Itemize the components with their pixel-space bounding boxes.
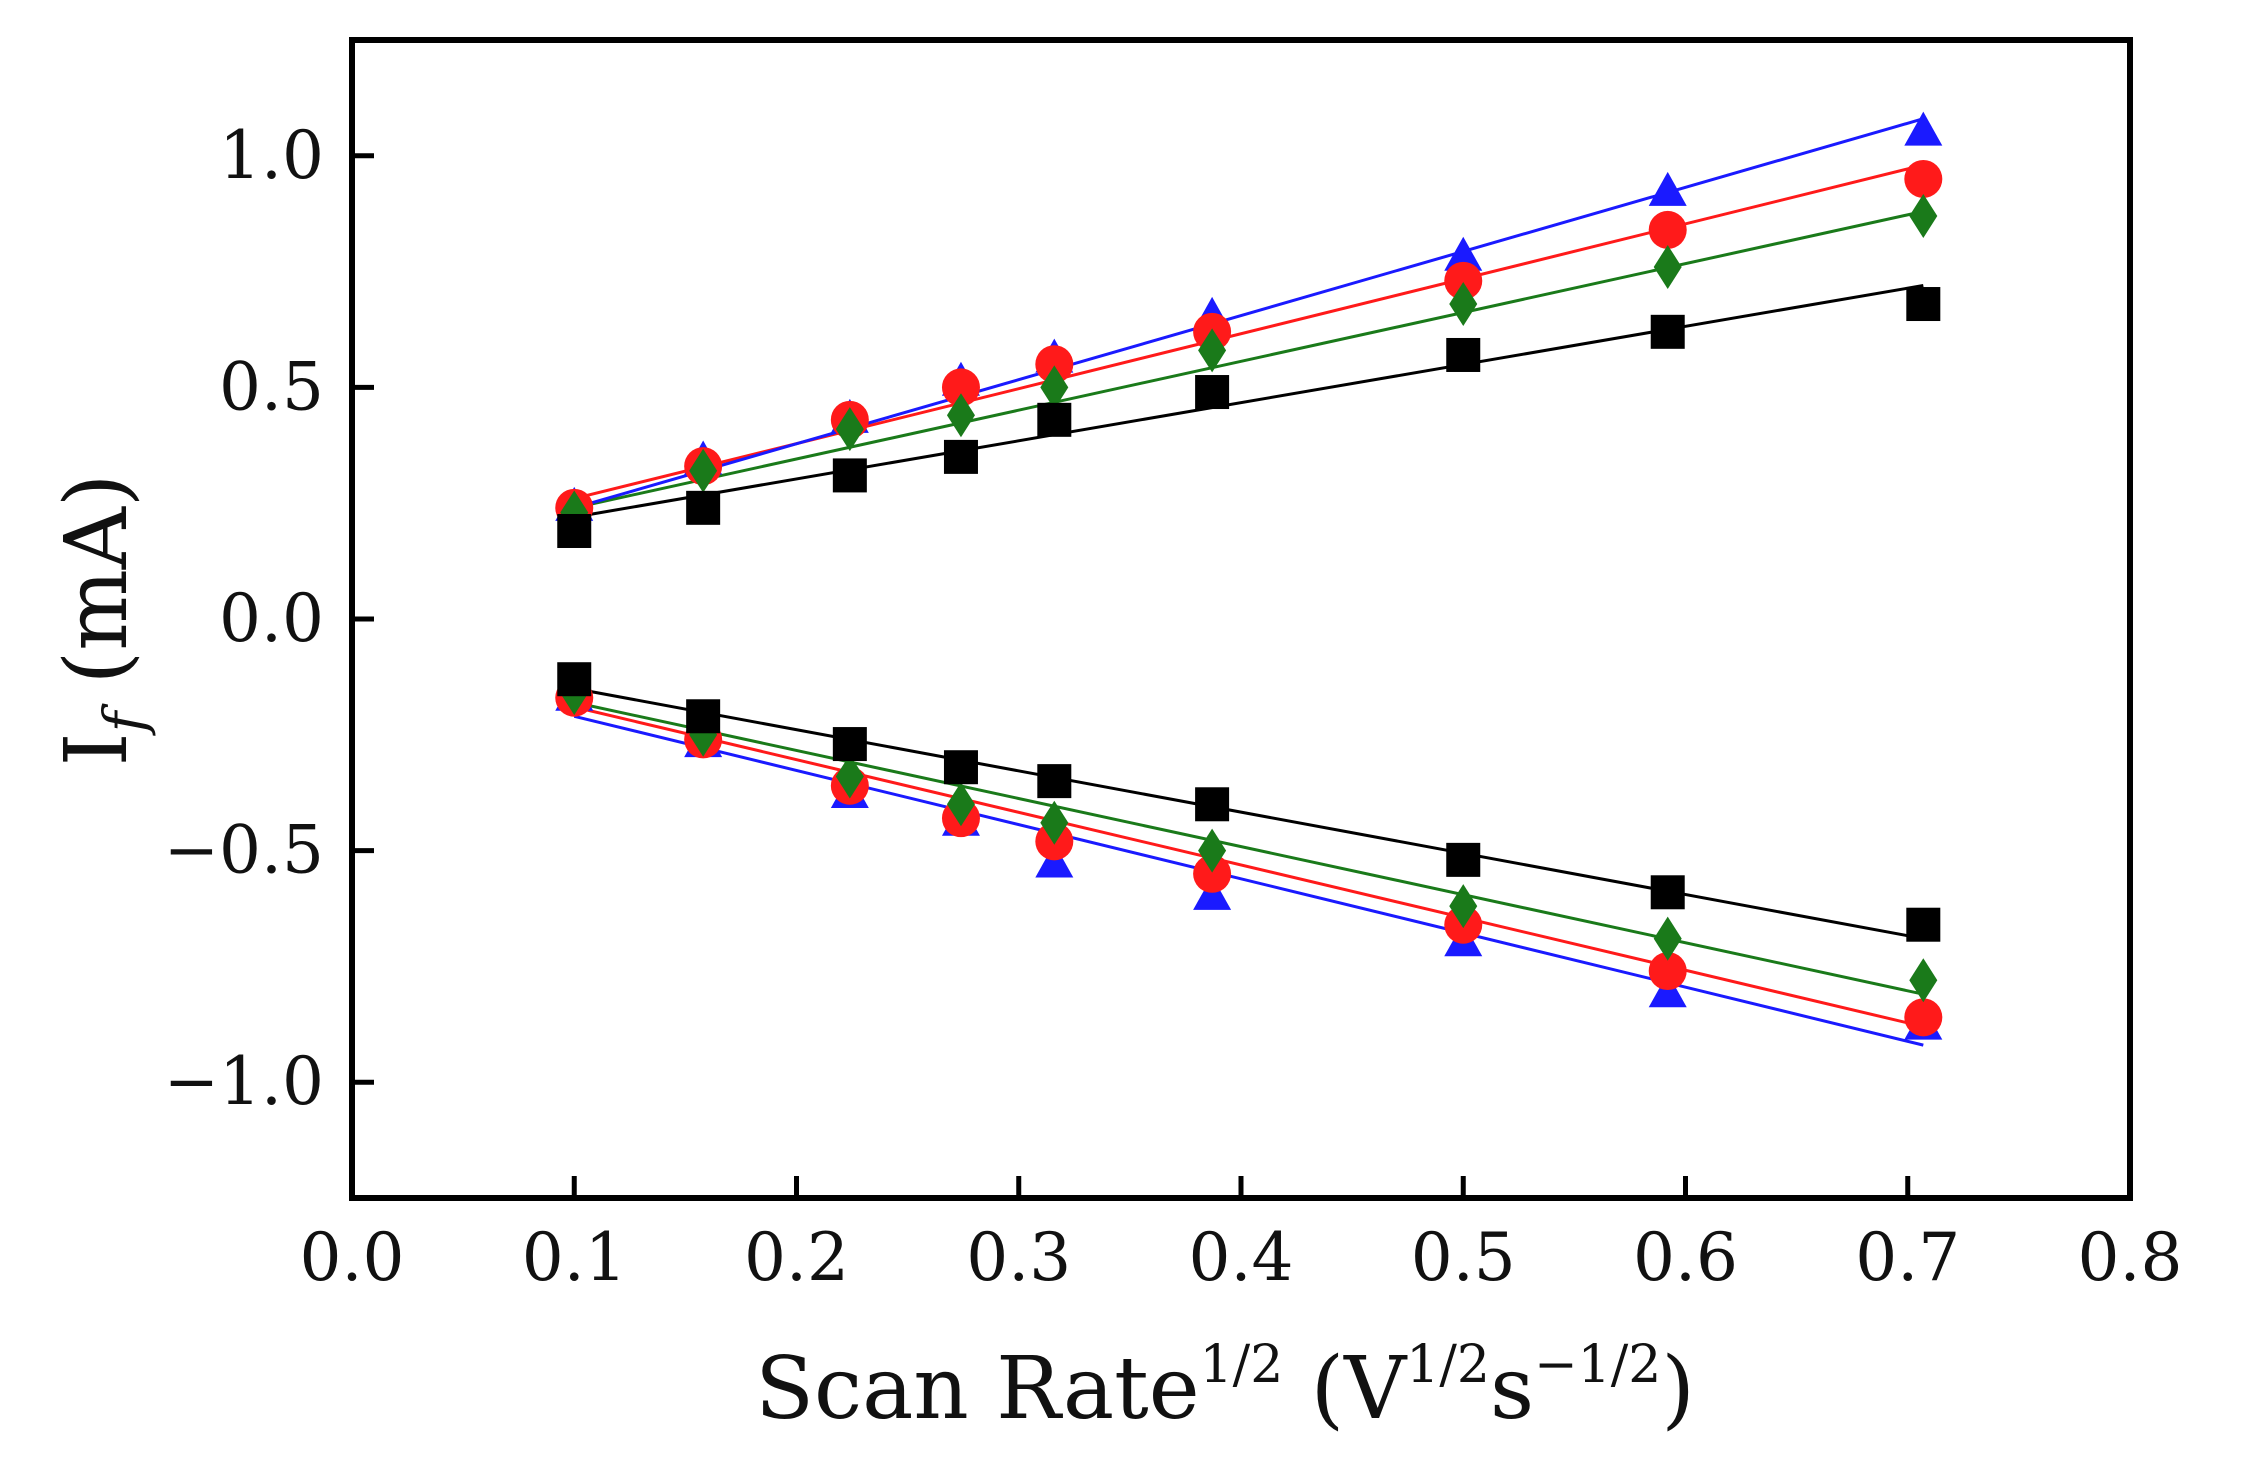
data-point-red-anodic	[1444, 261, 1483, 300]
data-points-layer	[555, 111, 1943, 1040]
data-point-green-anodic	[1653, 244, 1682, 289]
y-axis-title: If (mA)	[47, 474, 158, 767]
x-tick-label: 0.2	[744, 1219, 849, 1296]
data-point-black-cathodic	[1650, 875, 1685, 910]
data-point-black-cathodic	[832, 727, 867, 762]
y-tick-label: 0.0	[219, 580, 324, 657]
fit-line-black-anodic	[573, 284, 1924, 519]
fit-line-blue-anodic	[573, 117, 1924, 510]
x-axis-title: Scan Rate1/2 (V1/2s−1/2)	[755, 1335, 1695, 1439]
y-tick-label: −1.0	[164, 1043, 324, 1120]
y-axis-title-unit: (mA)	[47, 474, 147, 712]
x-axis-title-unit-s: s	[1490, 1339, 1534, 1439]
data-point-green-cathodic	[1198, 828, 1227, 873]
data-point-black-anodic	[686, 490, 721, 525]
data-point-blue-anodic	[1648, 171, 1687, 206]
fit-lines-layer	[573, 117, 1924, 1047]
data-point-green-cathodic	[1040, 800, 1069, 845]
fit-line-green-anodic	[573, 209, 1924, 510]
data-point-black-anodic	[1195, 375, 1230, 410]
x-tick-label: 0.6	[1633, 1219, 1738, 1296]
data-point-red-anodic	[1648, 210, 1687, 249]
y-axis-title-main: I	[47, 732, 147, 766]
data-point-red-anodic	[1904, 159, 1943, 198]
fit-line-green-cathodic	[573, 700, 1924, 996]
data-point-black-anodic	[943, 439, 978, 474]
x-axis-title-paren-close: )	[1661, 1339, 1695, 1439]
data-point-blue-cathodic	[1035, 843, 1074, 878]
x-tick-label: 0.1	[522, 1219, 627, 1296]
data-point-black-cathodic	[943, 750, 978, 785]
data-point-black-cathodic	[1906, 907, 1941, 942]
data-point-green-cathodic	[835, 754, 864, 799]
fit-line-black-cathodic	[573, 687, 1924, 941]
data-point-red-cathodic	[1648, 952, 1687, 991]
data-point-blue-cathodic	[1648, 973, 1687, 1008]
data-point-black-anodic	[1650, 314, 1685, 349]
data-point-black-cathodic	[1195, 787, 1230, 822]
data-point-blue-cathodic	[1193, 875, 1232, 910]
data-point-black-anodic	[1446, 337, 1481, 372]
data-point-black-cathodic	[686, 699, 721, 734]
data-point-blue-anodic	[1444, 236, 1483, 271]
x-tick-label: 0.5	[1411, 1219, 1516, 1296]
data-point-black-anodic	[557, 513, 592, 548]
data-point-green-anodic	[946, 393, 975, 438]
y-tick-label: −0.5	[164, 812, 324, 889]
axis-ticks-layer: 0.0 0.1 0.2 0.3 0.4 0.5 0.6 0.7 0.8 −1.0 −0.5 0.0 0.…	[164, 117, 2183, 1296]
fit-line-blue-cathodic	[573, 714, 1924, 1047]
x-axis-title-unit-sup1: 1/2	[1406, 1335, 1490, 1395]
data-point-green-anodic	[689, 448, 718, 493]
data-point-green-anodic	[1909, 194, 1938, 239]
x-tick-label: 0.0	[300, 1219, 405, 1296]
data-point-green-cathodic	[1909, 958, 1938, 1003]
data-point-red-anodic	[941, 368, 980, 407]
x-axis-title-main: Scan Rate	[755, 1339, 1200, 1439]
x-axis-title-main-sup: 1/2	[1200, 1335, 1284, 1395]
data-point-red-cathodic	[1193, 854, 1232, 893]
data-point-blue-anodic	[1904, 111, 1943, 146]
data-point-green-cathodic	[1653, 916, 1682, 961]
y-tick-label: 0.5	[219, 348, 324, 425]
data-point-black-anodic	[1037, 402, 1072, 437]
data-point-black-anodic	[832, 458, 867, 493]
data-point-black-anodic	[1906, 287, 1941, 322]
data-point-green-anodic	[1449, 282, 1478, 327]
x-tick-label: 0.3	[966, 1219, 1071, 1296]
data-point-green-cathodic	[1449, 884, 1478, 929]
x-tick-label: 0.8	[2078, 1219, 2183, 1296]
data-point-green-anodic	[1040, 365, 1069, 410]
data-point-red-anodic	[1035, 345, 1074, 384]
data-point-green-cathodic	[946, 782, 975, 827]
x-tick-label: 0.7	[1855, 1219, 1960, 1296]
data-point-black-cathodic	[1037, 764, 1072, 799]
fit-line-red-cathodic	[573, 705, 1924, 1029]
y-tick-label: 1.0	[219, 117, 324, 194]
x-tick-label: 0.4	[1189, 1219, 1294, 1296]
data-point-red-cathodic	[1904, 998, 1943, 1037]
data-point-green-anodic	[835, 407, 864, 452]
data-point-black-cathodic	[557, 662, 592, 697]
data-point-black-cathodic	[1446, 842, 1481, 877]
x-axis-title-paren-open: (V	[1283, 1339, 1408, 1439]
plot-frame	[349, 37, 2133, 1201]
x-axis-title-unit-sup2: −1/2	[1534, 1335, 1661, 1395]
data-point-green-anodic	[1198, 328, 1227, 373]
